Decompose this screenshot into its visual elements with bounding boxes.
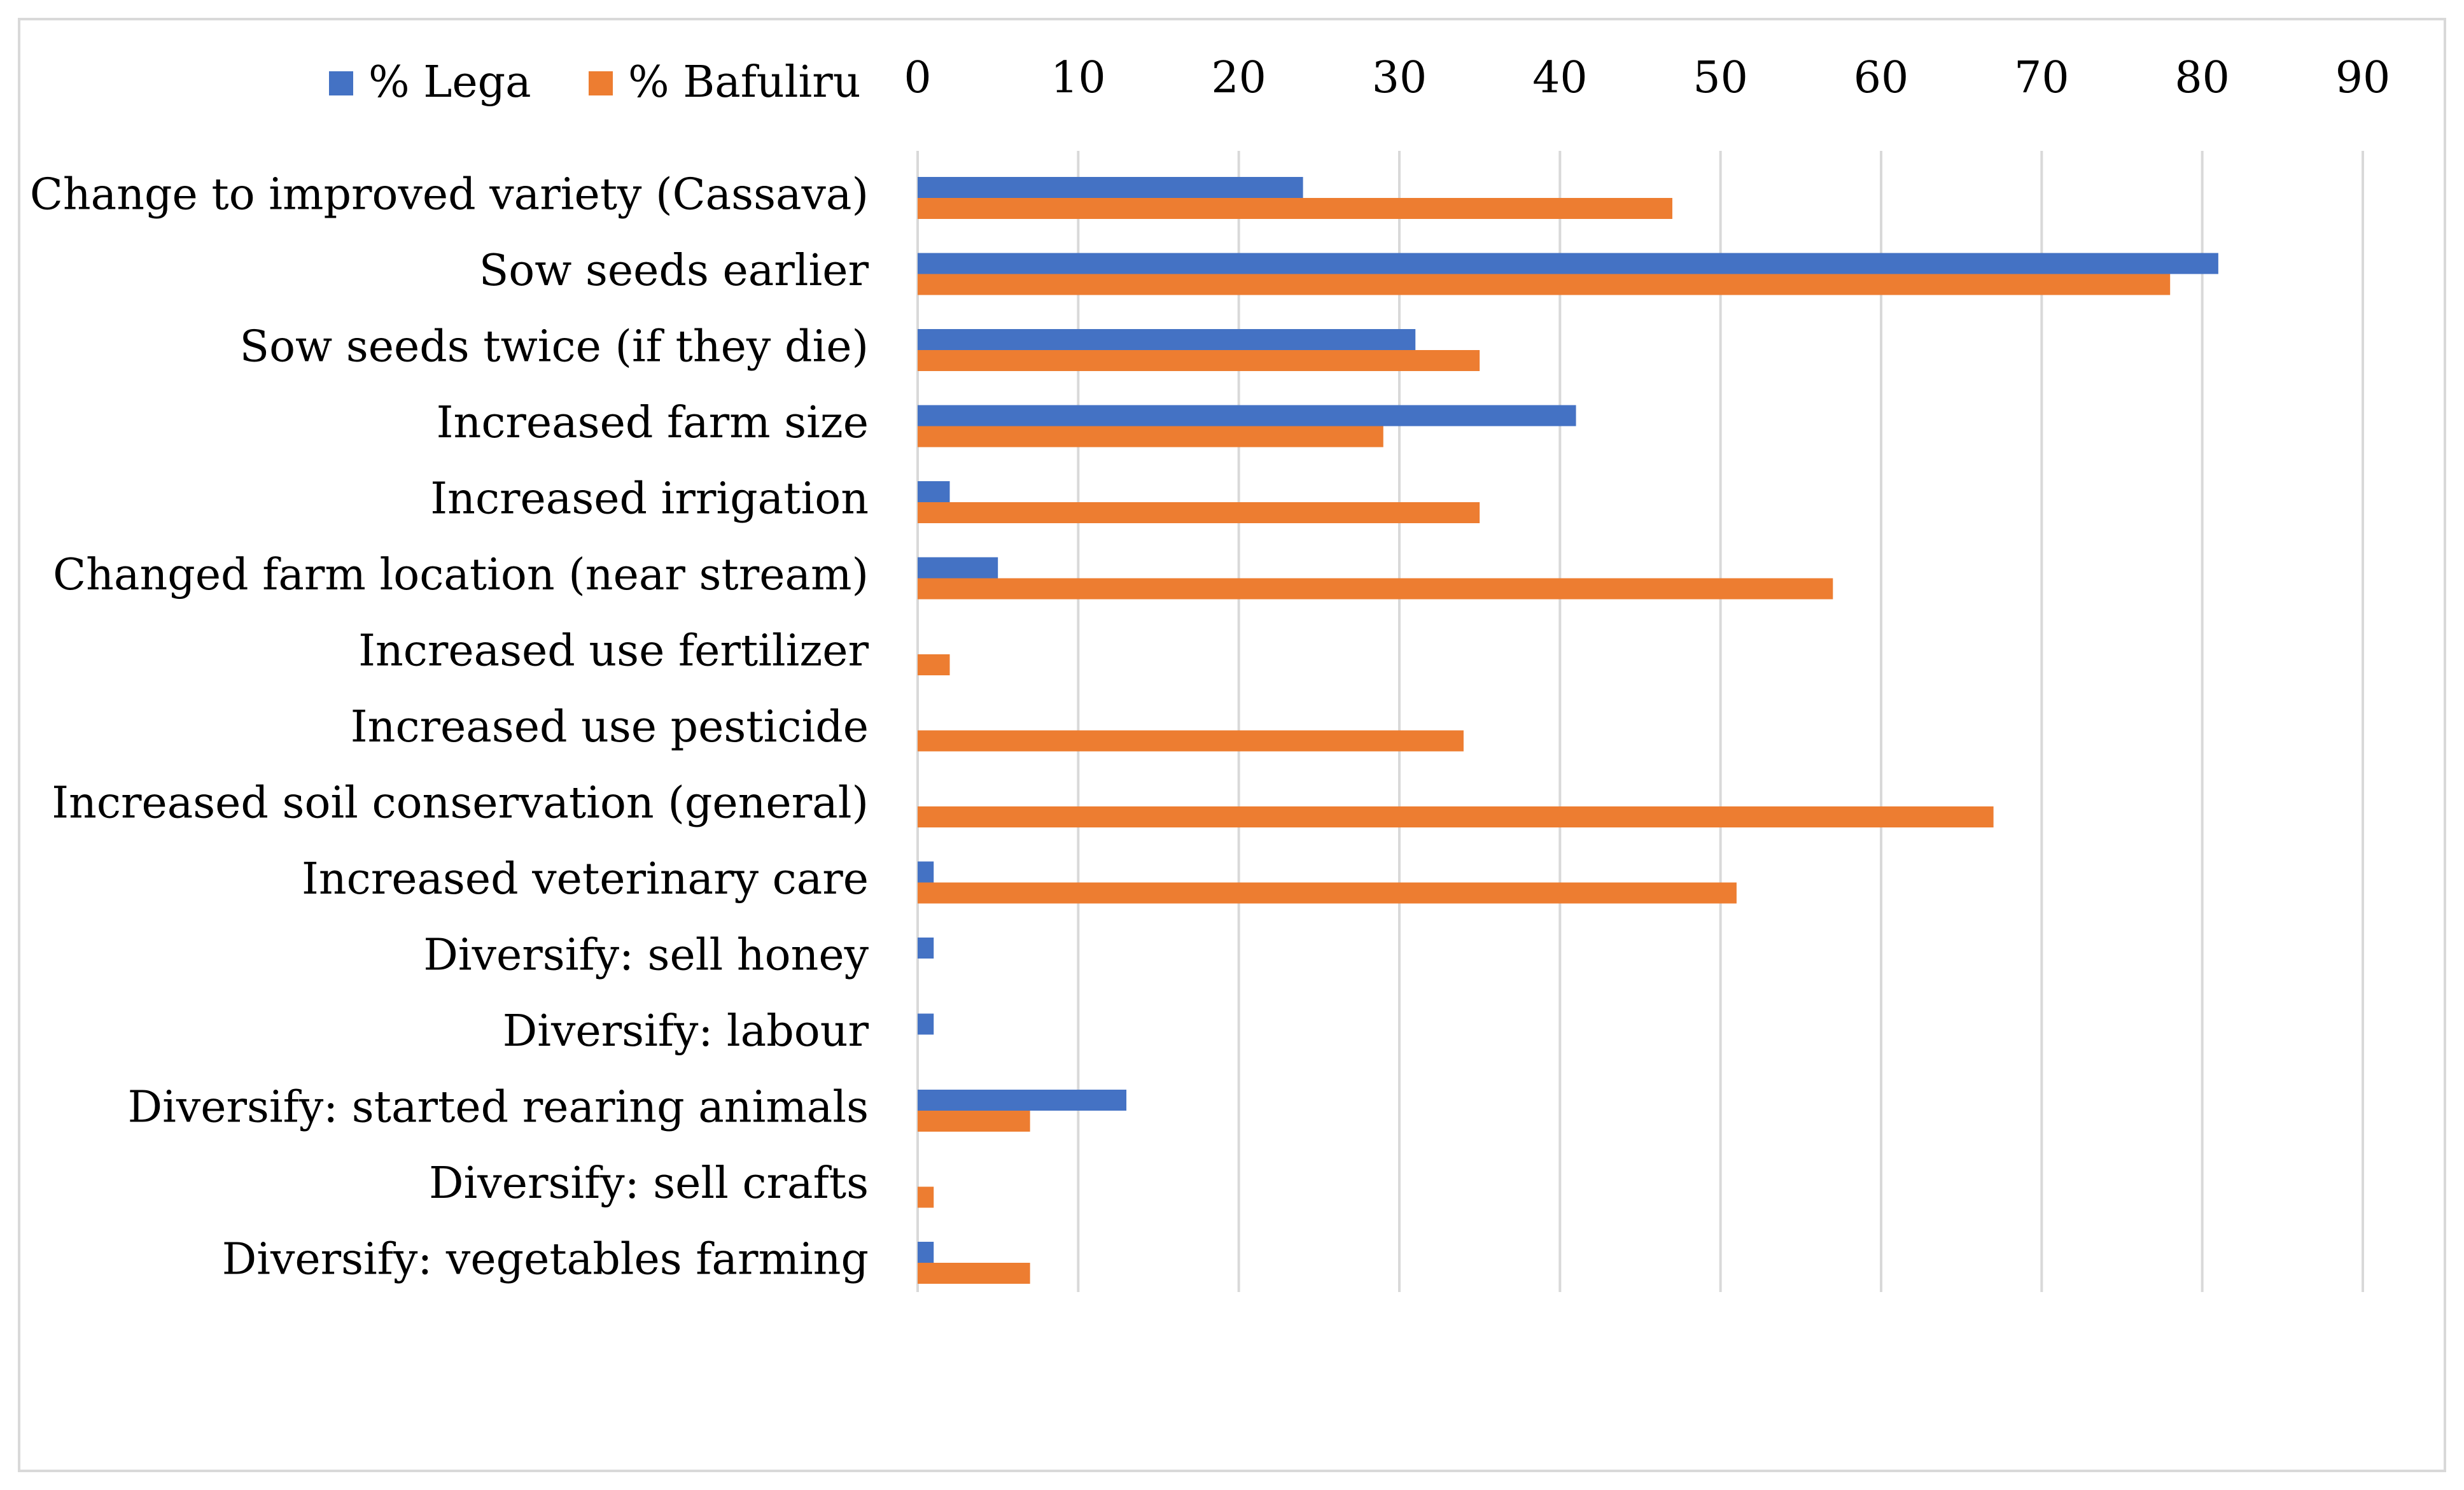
bar-bafuliru-increased-soil-conservation-general xyxy=(918,806,1994,827)
legend-label-lega: % Lega xyxy=(368,57,531,108)
legend-swatch-bafuliru xyxy=(589,71,613,95)
bar-lega-diversify-started-rearing-animals xyxy=(918,1090,1127,1111)
category-label: Diversify: sell honey xyxy=(423,931,869,981)
bar-bafuliru-diversify-vegetables-farming xyxy=(918,1263,1030,1284)
category-labels: Change to improved variety (Cassava) Sow … xyxy=(30,170,869,1285)
bar-bafuliru-diversify-started-rearing-animals xyxy=(918,1111,1030,1132)
category-label: Diversify: started rearing animals xyxy=(128,1083,869,1133)
bar-bafuliru-increased-irrigation xyxy=(918,502,1480,523)
x-tick-label: 80 xyxy=(2174,53,2230,103)
legend-label-bafuliru: % Bafuliru xyxy=(628,57,861,108)
category-label: Diversify: vegetables farming xyxy=(222,1235,869,1285)
bar-bafuliru-increased-veterinary-care xyxy=(918,882,1737,904)
x-tick-label: 90 xyxy=(2335,53,2391,103)
bar-lega-changed-farm-location-near-stream xyxy=(918,557,998,579)
bar-bafuliru-sow-seeds-twice-if-they-die xyxy=(918,350,1480,371)
bar-lega-sow-seeds-twice-if-they-die xyxy=(918,329,1416,350)
category-label: Increased veterinary care xyxy=(302,854,869,904)
bar-bafuliru-diversify-sell-crafts xyxy=(918,1186,934,1208)
bar-bafuliru-increased-use-pesticide xyxy=(918,730,1464,752)
category-label: Increased irrigation xyxy=(430,474,869,524)
category-label: Increased use fertilizer xyxy=(358,626,869,677)
bar-chart: 0 10 20 30 40 50 60 70 80 90 Change to improved v… xyxy=(30,53,2390,1292)
legend-swatch-lega xyxy=(329,71,353,95)
chart-frame: 0 10 20 30 40 50 60 70 80 90 Change to improved v… xyxy=(18,18,2446,1472)
bars xyxy=(918,177,2218,1284)
bar-bafuliru-changed-farm-location-near-stream xyxy=(918,578,1833,600)
x-tick-label: 10 xyxy=(1051,53,1106,103)
category-label: Sow seeds twice (if they die) xyxy=(240,322,869,372)
x-tick-label: 60 xyxy=(1854,53,1909,103)
category-label: Change to improved variety (Cassava) xyxy=(30,170,869,220)
category-label: Increased farm size xyxy=(437,398,869,448)
bar-lega-increased-veterinary-care xyxy=(918,861,934,883)
bar-lega-diversify-vegetables-farming xyxy=(918,1242,934,1263)
bar-lega-diversify-labour xyxy=(918,1013,934,1035)
x-axis-ticks: 0 10 20 30 40 50 60 70 80 90 xyxy=(904,53,2390,103)
bar-lega-sow-seeds-earlier xyxy=(918,253,2218,274)
bar-bafuliru-increased-farm-size xyxy=(918,426,1383,447)
x-tick-label: 50 xyxy=(1693,53,1748,103)
category-label: Increased use pesticide xyxy=(351,702,869,752)
bar-bafuliru-increased-use-fertilizer xyxy=(918,654,950,675)
x-tick-label: 40 xyxy=(1532,53,1588,103)
category-label: Changed farm location (near stream) xyxy=(53,550,869,600)
bar-lega-increased-irrigation xyxy=(918,481,950,502)
x-tick-label: 0 xyxy=(904,53,931,103)
legend: % Lega % Bafuliru xyxy=(329,57,861,108)
bar-lega-change-to-improved-variety-cassava xyxy=(918,177,1303,198)
category-label: Sow seeds earlier xyxy=(479,246,869,296)
gridlines xyxy=(916,151,2364,1292)
x-tick-label: 20 xyxy=(1211,53,1266,103)
bar-lega-diversify-sell-honey xyxy=(918,938,934,959)
category-label: Diversify: labour xyxy=(503,1006,869,1057)
bar-lega-increased-farm-size xyxy=(918,405,1576,426)
bar-bafuliru-change-to-improved-variety-cassava xyxy=(918,198,1672,219)
bar-bafuliru-sow-seeds-earlier xyxy=(918,274,2171,295)
category-label: Increased soil conservation (general) xyxy=(52,778,869,829)
x-tick-label: 70 xyxy=(2014,53,2069,103)
x-tick-label: 30 xyxy=(1372,53,1427,103)
category-label: Diversify: sell crafts xyxy=(429,1158,869,1209)
